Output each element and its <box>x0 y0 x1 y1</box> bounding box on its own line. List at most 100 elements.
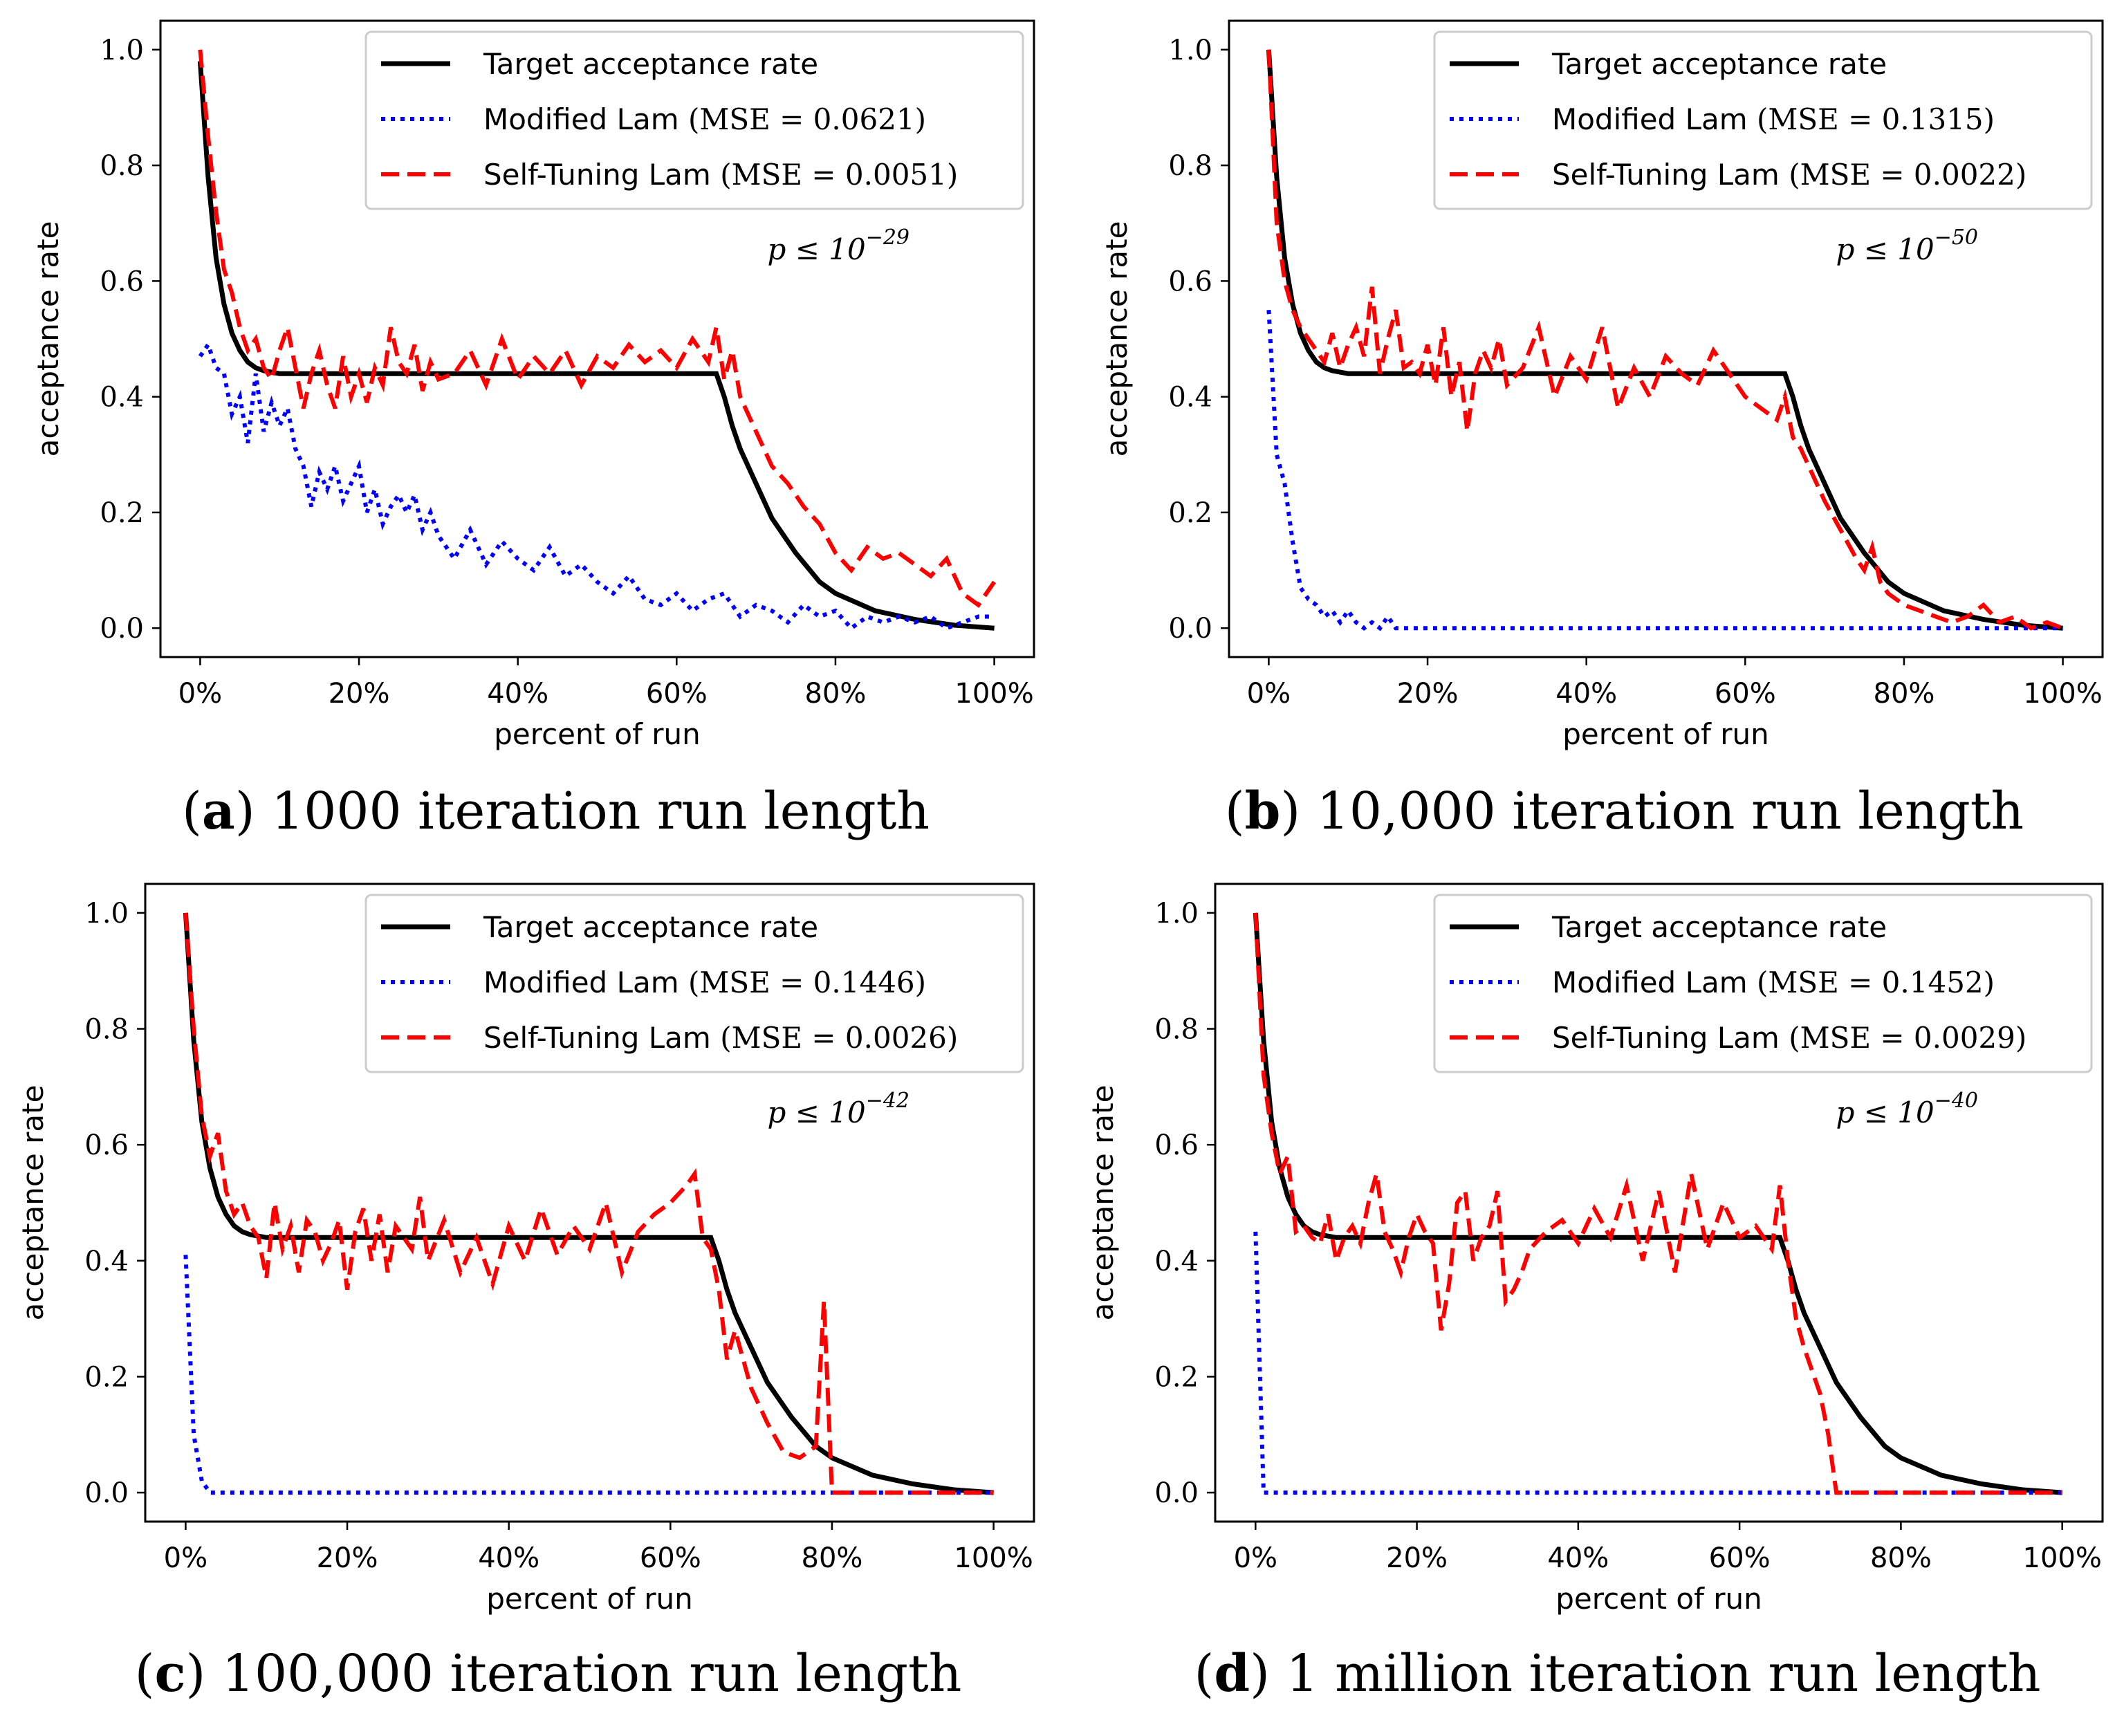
x-tick-label: 80% <box>1870 1542 1932 1574</box>
self-tuning-lam-line <box>183 912 994 1495</box>
y-tick-label: 0.2 <box>84 1361 129 1393</box>
legend-entry: Target acceptance rate <box>483 47 818 81</box>
x-axis-label: percent of run <box>1562 717 1769 751</box>
y-tick-label: 1.0 <box>84 898 129 930</box>
x-tick-label: 80% <box>805 678 867 710</box>
p-value-annotation: p ≤ 10−50 <box>1836 225 1978 266</box>
legend-label: Target acceptance rate <box>483 47 818 81</box>
modified-lam-line <box>198 340 995 631</box>
legend-entry: Self-Tuning Lam (MSE = 0.0026) <box>483 1021 958 1055</box>
legend-entry: Modified Lam (MSE = 0.1452) <box>1552 966 1995 999</box>
y-tick-label: 0.0 <box>84 1477 129 1509</box>
axes-frame <box>144 883 1035 1523</box>
y-tick-label: 1.0 <box>1168 35 1212 66</box>
legend-label: Self-Tuning Lam <box>483 1021 720 1055</box>
x-tick-label: 0% <box>1234 1542 1277 1574</box>
y-tick-label: 1.0 <box>1154 898 1199 930</box>
y-tick-label: 0.0 <box>100 613 144 645</box>
x-axis-label: percent of run <box>486 1582 693 1616</box>
panel-caption: (d) 1 million iteration run length <box>1194 1644 2040 1703</box>
caption-paren-open: ( <box>135 1644 155 1703</box>
legend-label: Modified Lam <box>1552 966 1757 999</box>
legend: Target acceptance rate Modified Lam (MSE … <box>1433 894 2093 1073</box>
y-tick-label: 0.8 <box>1154 1014 1199 1046</box>
caption-paren-open: ( <box>182 782 202 841</box>
modified-lam-line <box>183 1255 994 1495</box>
legend-mse: (MSE = 0.1446) <box>688 966 926 999</box>
y-tick-label: 0.6 <box>1168 266 1212 297</box>
panel-caption: (a) 1000 iteration run length <box>182 782 930 841</box>
plot-area <box>1253 912 2062 1495</box>
p-value-base: p ≤ 10 <box>767 1096 865 1129</box>
target-line <box>183 912 994 1495</box>
legend-entry: Target acceptance rate <box>1551 910 1887 944</box>
legend-entry: Modified Lam (MSE = 0.1315) <box>1552 102 1995 136</box>
legend-label: Modified Lam <box>483 102 688 136</box>
p-value-exponent: −42 <box>866 1089 909 1113</box>
x-tick-label: 20% <box>317 1542 378 1574</box>
axes-frame <box>159 19 1035 658</box>
legend-mse: (MSE = 0.1315) <box>1757 102 1995 136</box>
y-tick-label: 0.4 <box>100 382 144 414</box>
y-tick-label: 0.6 <box>100 266 144 297</box>
y-axis-label: acceptance rate <box>1086 1085 1120 1321</box>
p-value-base: p ≤ 10 <box>1836 232 1934 266</box>
caption-letter: d <box>1214 1644 1250 1703</box>
legend-entry: Target acceptance rate <box>483 910 818 944</box>
target-line <box>1266 49 2063 631</box>
legend-label: Self-Tuning Lam <box>1552 1021 1789 1055</box>
p-value-exponent: −29 <box>866 225 909 250</box>
self-tuning-lam-line <box>1253 912 2062 1495</box>
x-tick-label: 100% <box>954 1542 1033 1574</box>
y-tick-label: 0.6 <box>1154 1129 1199 1161</box>
caption-paren-close: ) <box>186 1644 206 1703</box>
axes-frame <box>1214 883 2104 1523</box>
x-tick-label: 80% <box>802 1542 863 1574</box>
plot-area <box>1266 49 2064 631</box>
legend-box <box>364 894 1024 1073</box>
x-tick-label: 60% <box>640 1542 701 1574</box>
y-tick-label: 0.8 <box>1168 150 1212 182</box>
caption-letter: c <box>154 1644 185 1703</box>
legend-entry: Modified Lam (MSE = 0.1446) <box>483 966 926 999</box>
caption-text: 1 million iteration run length <box>1270 1644 2041 1703</box>
x-tick-label: 0% <box>164 1542 207 1574</box>
legend-box <box>1433 894 2093 1073</box>
panel-caption: (c) 100,000 iteration run length <box>135 1644 962 1703</box>
plot-area <box>183 912 994 1495</box>
caption-text: 100,000 iteration run length <box>205 1644 961 1703</box>
panel-c: 0% 20% 40% 60% 80% 100% 0.0 0.2 0.4 0.6 0.8 1.0 perc… <box>16 883 1035 1703</box>
y-tick-label: 0.4 <box>1154 1246 1199 1277</box>
x-tick-label: 60% <box>1715 678 1776 710</box>
caption-paren-close: ) <box>1280 782 1300 841</box>
y-tick-label: 0.4 <box>1168 382 1212 414</box>
target-line <box>1253 912 2062 1495</box>
legend-entry: Self-Tuning Lam (MSE = 0.0051) <box>483 158 958 192</box>
x-tick-label: 60% <box>1709 1542 1771 1574</box>
x-tick-label: 20% <box>1386 1542 1448 1574</box>
target-line <box>197 61 995 631</box>
p-value-exponent: −50 <box>1934 225 1978 250</box>
legend-box <box>1433 30 2093 210</box>
legend-label: Target acceptance rate <box>1551 47 1887 81</box>
legend-entry: Target acceptance rate <box>1551 47 1887 81</box>
y-tick-label: 0.8 <box>100 150 144 182</box>
caption-paren-open: ( <box>1225 782 1245 841</box>
self-tuning-lam-line <box>198 49 997 608</box>
modified-lam-line <box>1253 1231 2062 1495</box>
plot-area <box>197 49 997 631</box>
x-tick-label: 40% <box>487 678 548 710</box>
x-tick-label: 40% <box>478 1542 539 1574</box>
p-value-annotation: p ≤ 10−40 <box>1836 1089 1978 1129</box>
x-tick-label: 40% <box>1547 1542 1609 1574</box>
legend-label: Self-Tuning Lam <box>483 158 720 192</box>
legend-mse: (MSE = 0.1452) <box>1757 966 1995 999</box>
legend-mse: (MSE = 0.0022) <box>1789 158 2026 192</box>
legend-label: Self-Tuning Lam <box>1552 158 1789 192</box>
panel-caption: (b) 10,000 iteration run length <box>1225 782 2024 841</box>
legend-mse: (MSE = 0.0621) <box>688 102 926 136</box>
x-tick-label: 80% <box>1874 678 1935 710</box>
legend-label: Target acceptance rate <box>483 910 818 944</box>
x-tick-label: 100% <box>2023 678 2102 710</box>
